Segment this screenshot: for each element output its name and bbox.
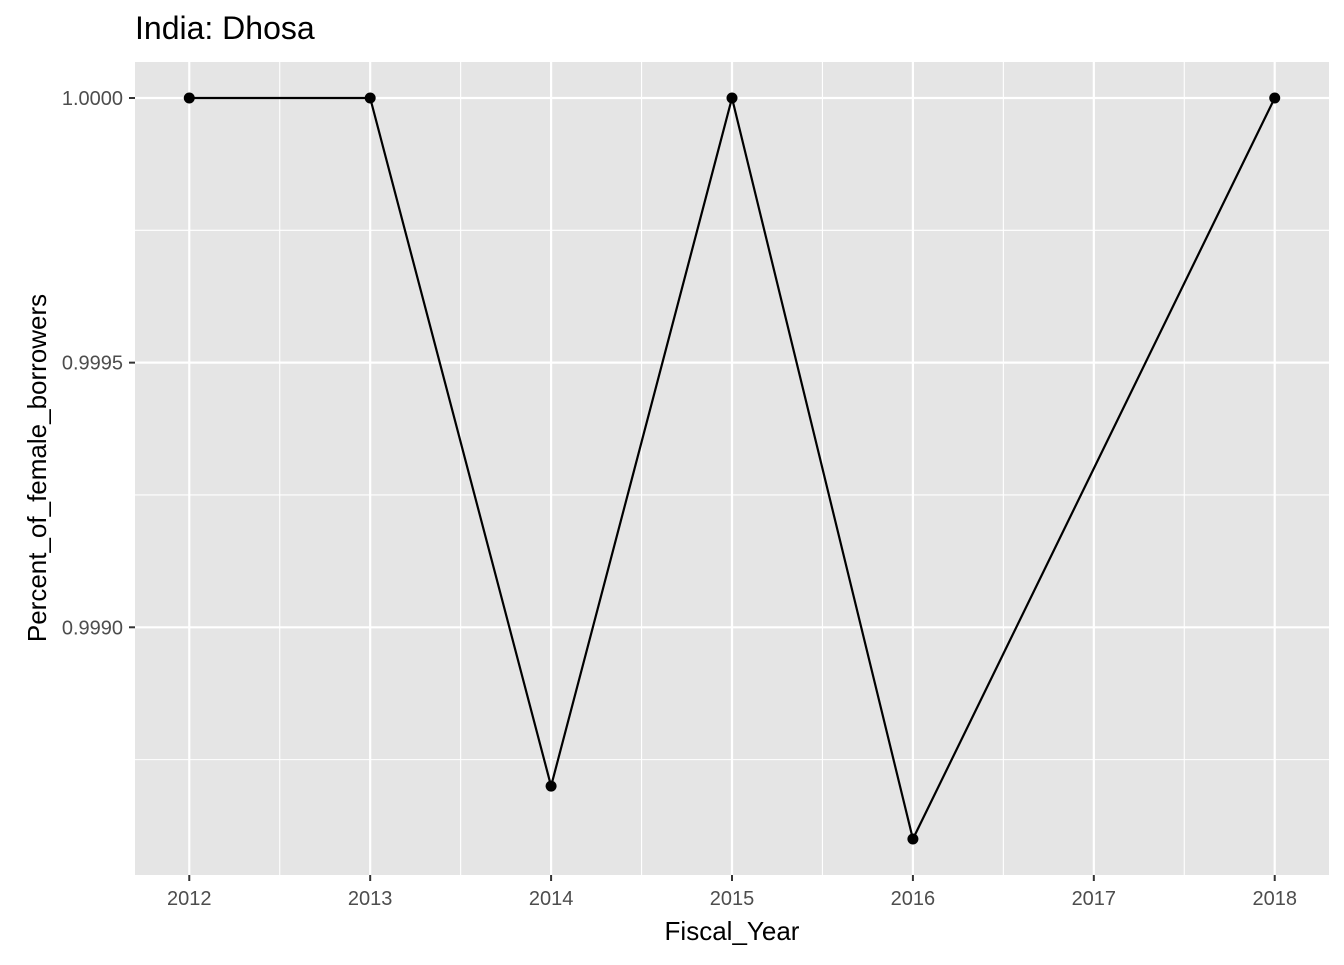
axes: 2012 2013 2014 2015 2016 2017 2018 0.9990 0.9995… [62, 88, 1297, 910]
data-point [364, 92, 376, 104]
data-point [1269, 92, 1281, 104]
series-line [189, 96, 1276, 841]
data-point [183, 92, 195, 104]
x-tick-label: 2014 [529, 888, 574, 910]
data-point [545, 780, 557, 792]
data-point [907, 833, 919, 845]
y-tick-label: 1.0000 [62, 88, 123, 110]
x-tick-label: 2017 [1072, 888, 1117, 910]
x-tick-label: 2015 [710, 888, 755, 910]
y-tick-label: 0.9990 [62, 617, 123, 639]
data-point [726, 92, 738, 104]
x-tick-label: 2013 [348, 888, 393, 910]
x-tick-label: 2012 [167, 888, 212, 910]
series-layer [183, 92, 1281, 845]
y-tick-label: 0.9995 [62, 353, 123, 375]
y-axis-title: Percent_of_female_borrowers [22, 294, 52, 642]
chart-title: India: Dhosa [135, 10, 315, 46]
x-tick-label: 2016 [891, 888, 936, 910]
x-tick-label: 2018 [1252, 888, 1297, 910]
x-axis-title: Fiscal_Year [665, 916, 800, 946]
